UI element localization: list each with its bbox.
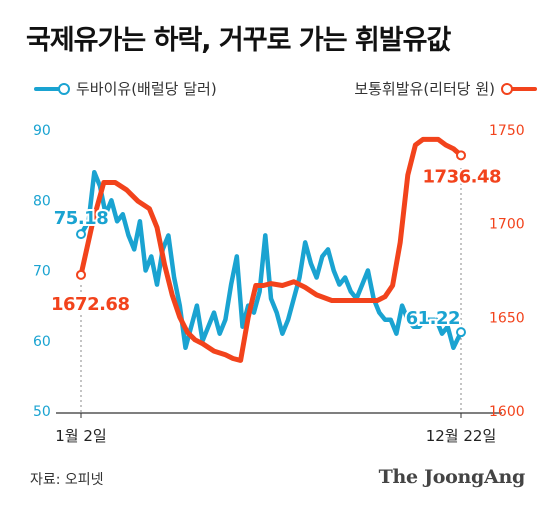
gasoline-line — [78, 136, 464, 363]
y-right-tick-label: 1750 — [489, 123, 525, 139]
point-marker — [76, 229, 86, 240]
data-label: 75.18 — [54, 208, 108, 229]
y-left-tick-label: 60 — [33, 334, 51, 350]
point-marker — [456, 327, 466, 338]
data-label: 1736.48 — [423, 166, 501, 187]
data-label: 1672.68 — [51, 294, 129, 315]
legend-dubai-swatch — [34, 82, 70, 95]
y-right-tick-label: 1700 — [489, 217, 525, 233]
point-marker — [456, 150, 466, 161]
legend-gasoline: 보통휘발유(리터당 원) — [354, 78, 537, 99]
x-tick-label: 1월 2일 — [55, 427, 106, 445]
legend-gasoline-label: 보통휘발유(리터당 원) — [354, 80, 495, 98]
data-label: 61.22 — [406, 308, 460, 329]
y-left-tick-label: 70 — [33, 264, 51, 280]
y-left-tick-label: 50 — [33, 404, 51, 420]
chart-title: 국제유가는 하락, 거꾸로 가는 휘발유값 — [26, 25, 451, 56]
dubai-line — [78, 169, 464, 351]
legend-dubai-label: 두바이유(배럴당 달러) — [76, 80, 217, 98]
y-left-tick-label: 90 — [33, 123, 51, 139]
legend-dubai: 두바이유(배럴당 달러) — [34, 78, 217, 99]
publisher-logo: The JoongAng — [378, 466, 526, 488]
y-right-tick-label: 1600 — [489, 404, 525, 420]
y-right-tick-label: 1650 — [489, 310, 525, 326]
y-left-tick-label: 80 — [33, 193, 51, 209]
legend-gasoline-swatch — [501, 82, 537, 95]
source-note: 자료: 오피넷 — [30, 472, 104, 488]
point-marker — [76, 269, 86, 280]
x-tick-label: 12월 22일 — [426, 427, 497, 445]
